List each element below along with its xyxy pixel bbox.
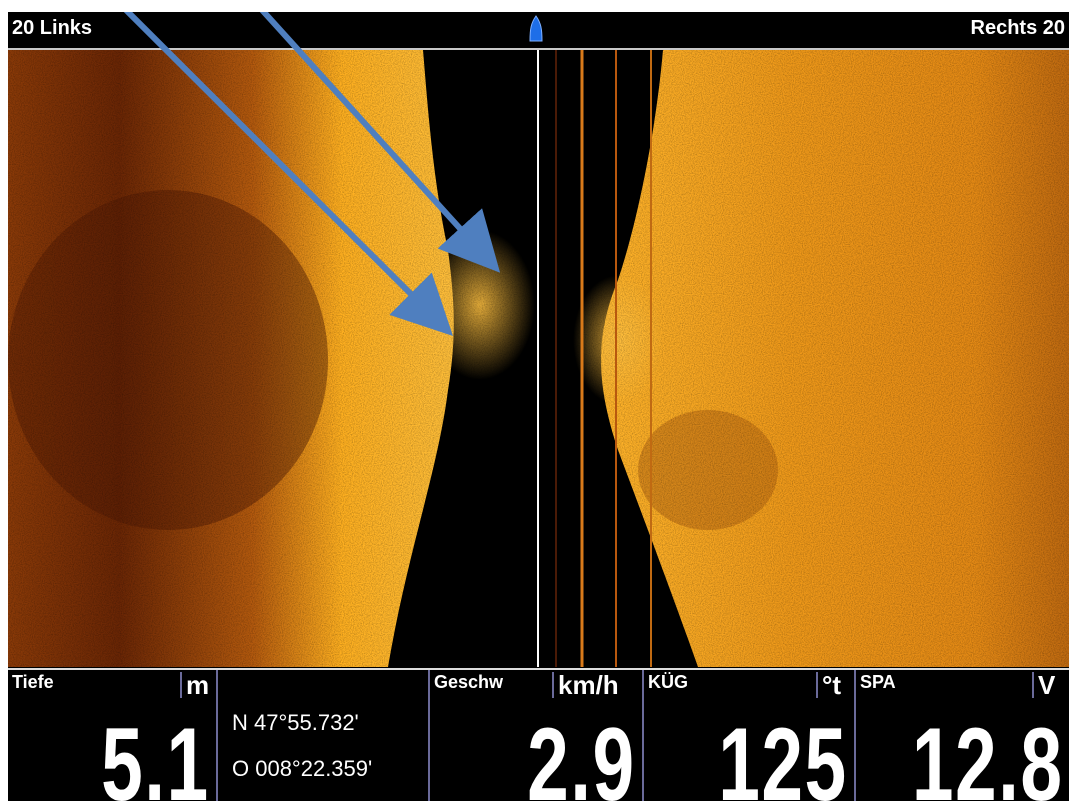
header-divider xyxy=(8,48,1069,50)
latitude-value: N 47°55.732' xyxy=(232,710,359,735)
arrow-annotation-icon xyxy=(123,12,501,336)
arrow-upper xyxy=(259,12,501,273)
longitude-value: O 008°22.359' xyxy=(232,756,373,781)
voltage-value: 12.8 xyxy=(911,707,1063,801)
voltage-panel: SPA V 12.8 xyxy=(856,670,1069,801)
depth-label: Tiefe xyxy=(12,672,54,692)
speed-panel: Geschw km/h 2.9 xyxy=(430,670,644,801)
range-bar: 20 Links Rechts 20 xyxy=(8,12,1069,48)
sonar-display: 20 Links Rechts 20 xyxy=(8,12,1069,801)
course-panel: KÜG °t 125 xyxy=(644,670,856,801)
course-value: 125 xyxy=(718,707,848,801)
readout-bar: Tiefe m 5.1 N 47°55.732' O 008°22.359' G… xyxy=(8,668,1069,801)
speed-unit: km/h xyxy=(552,672,619,698)
course-label: KÜG xyxy=(648,672,688,692)
arrow-lower xyxy=(123,12,453,336)
left-range-label: 20 Links xyxy=(12,17,93,39)
course-unit: °t xyxy=(816,672,841,698)
position-panel: N 47°55.732' O 008°22.359' xyxy=(218,670,430,801)
depth-unit: m xyxy=(180,672,209,698)
boat-marker-icon xyxy=(528,15,544,49)
voltage-label: SPA xyxy=(860,672,896,692)
side-imaging-view xyxy=(8,50,1069,667)
depth-value: 5.1 xyxy=(101,707,210,801)
speed-label: Geschw xyxy=(434,672,504,692)
right-range-label: Rechts 20 xyxy=(970,17,1066,39)
depth-panel: Tiefe m 5.1 xyxy=(8,670,218,801)
voltage-unit: V xyxy=(1032,672,1055,698)
speed-value: 2.9 xyxy=(527,707,636,801)
